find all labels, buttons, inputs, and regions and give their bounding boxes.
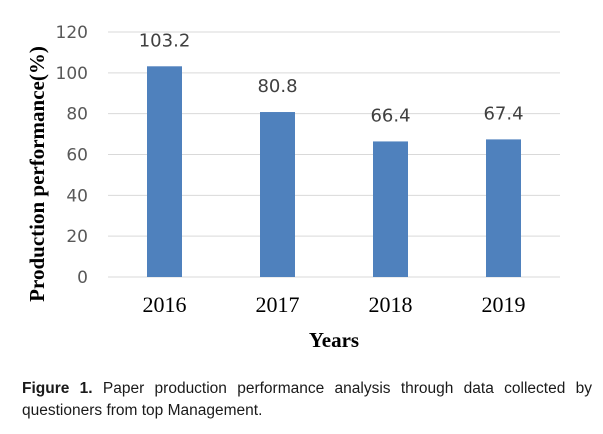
y-tick-label: 60 [66, 146, 88, 166]
bars [147, 66, 521, 278]
bar-2018 [373, 141, 408, 277]
figure-caption-label: Figure 1. [22, 380, 93, 397]
x-axis-title: Years [309, 328, 359, 352]
data-label-2017: 80.8 [257, 76, 297, 97]
y-tick-label: 40 [66, 186, 88, 206]
y-tick-label: 100 [56, 64, 88, 84]
figure-caption: Figure 1. Paper production performance a… [22, 378, 592, 422]
y-tick-label: 120 [56, 23, 88, 43]
x-axis-categories: 2016 2017 2018 2019 [143, 292, 526, 317]
y-axis-title: Production performance(%) [25, 46, 49, 302]
data-labels: 103.2 80.8 66.4 67.4 [139, 30, 524, 126]
bar-2017 [260, 112, 295, 278]
y-tick-label: 0 [77, 268, 88, 288]
bar-2016 [147, 66, 182, 277]
data-label-2018: 66.4 [370, 105, 410, 126]
data-label-2019: 67.4 [483, 103, 523, 124]
y-axis-ticks: 0 20 40 60 80 100 120 [56, 23, 88, 288]
x-category-2018: 2018 [369, 292, 413, 317]
x-category-2019: 2019 [482, 292, 526, 317]
gridlines [108, 31, 560, 278]
y-tick-label: 80 [66, 105, 88, 125]
bar-2019 [486, 139, 521, 277]
y-tick-label: 20 [66, 227, 88, 247]
data-label-2016: 103.2 [139, 30, 191, 51]
x-category-2016: 2016 [143, 292, 187, 317]
x-category-2017: 2017 [256, 292, 300, 317]
figure-caption-text: Paper production performance analysis th… [22, 380, 592, 419]
